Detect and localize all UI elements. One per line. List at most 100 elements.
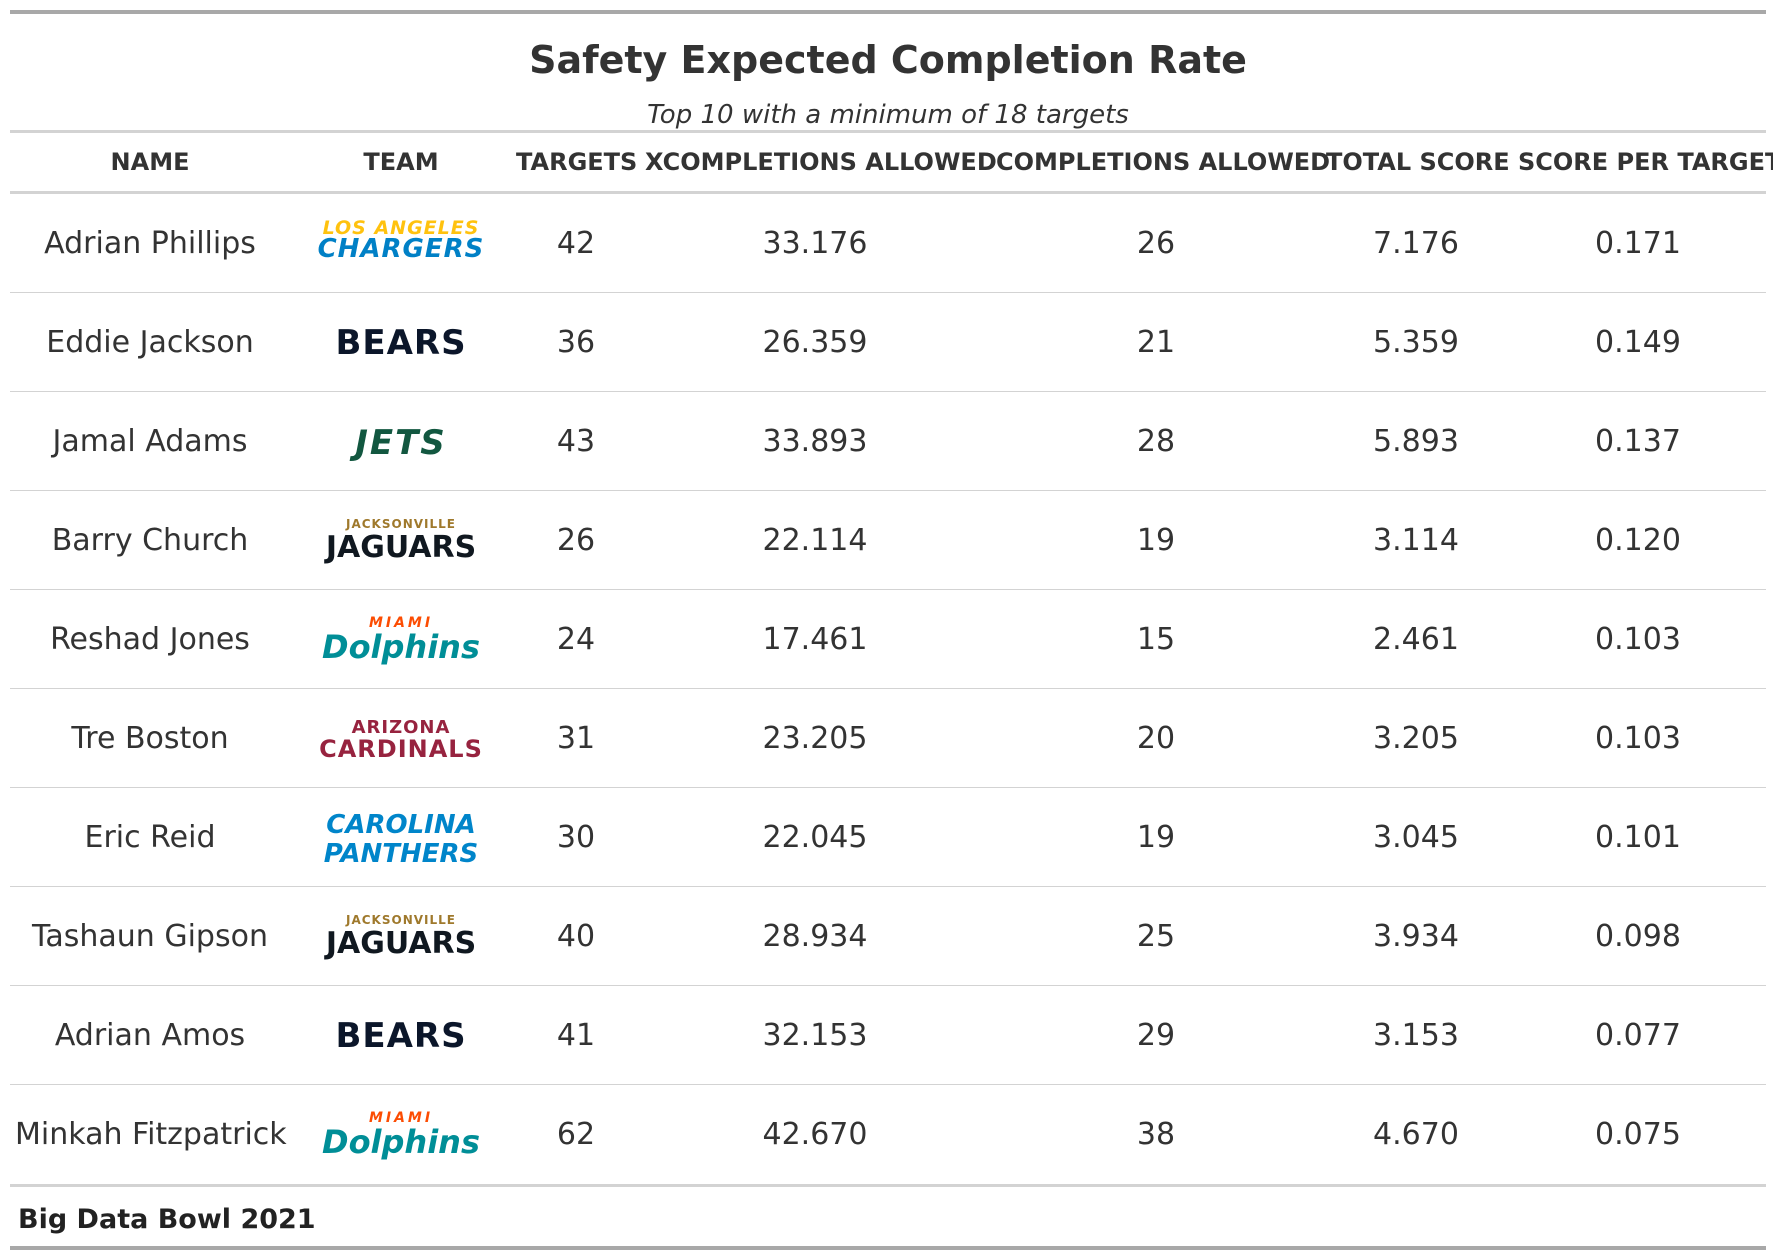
targets-cell: 26 — [556, 523, 596, 558]
total-cell: 3.045 — [1373, 820, 1459, 855]
row-divider — [10, 886, 1766, 887]
xcompletions-cell: 33.176 — [762, 226, 868, 261]
row-divider — [10, 589, 1766, 590]
table-row: Adrian Amos BEARS 41 32.153 29 3.153 0.077 — [10, 986, 1766, 1085]
svg-text:PANTHERS: PANTHERS — [324, 839, 479, 869]
table-row: Jamal Adams JETS 43 33.893 28 5.893 0.137 — [10, 392, 1766, 491]
total-cell: 3.153 — [1373, 1018, 1459, 1053]
row-divider — [10, 292, 1766, 293]
targets-cell: 30 — [556, 820, 596, 855]
col-team-header: TEAM — [363, 148, 439, 176]
source-note: Big Data Bowl 2021 — [18, 1204, 316, 1235]
col-score-per-target-header: SCORE PER TARGET — [1518, 148, 1773, 176]
svg-text:JACKSONVILLE: JACKSONVILLE — [345, 913, 456, 927]
table-row: Tashaun Gipson JACKSONVILLE JAGUARS 40 28.93… — [10, 887, 1766, 986]
total-cell: 3.934 — [1373, 919, 1459, 954]
svg-text:CAROLINA: CAROLINA — [326, 810, 475, 840]
svg-text:Dolphins: Dolphins — [322, 628, 480, 666]
team-logo-cell: MIAMI Dolphins — [301, 590, 501, 689]
per-target-cell: 0.077 — [1595, 1018, 1681, 1053]
per-target-cell: 0.098 — [1595, 919, 1681, 954]
completions-cell: 15 — [1136, 622, 1176, 657]
chart-subtitle: Top 10 with a minimum of 18 targets — [647, 100, 1129, 130]
per-target-cell: 0.075 — [1595, 1117, 1681, 1152]
xcompletions-cell: 32.153 — [762, 1018, 868, 1053]
table-row: Eric Reid CAROLINA PANTHERS 30 22.045 19 3.045… — [10, 788, 1766, 887]
completions-cell: 26 — [1136, 226, 1176, 261]
table-frame: Safety Expected Completion Rate Top 10 w… — [10, 10, 1773, 1250]
xcompletions-cell: 17.461 — [762, 622, 868, 657]
team-logo-cell: BEARS — [301, 293, 501, 392]
total-cell: 4.670 — [1373, 1117, 1459, 1152]
total-cell: 7.176 — [1373, 226, 1459, 261]
table-row: Minkah Fitzpatrick MIAMI Dolphins 62 42.670 3… — [10, 1085, 1766, 1184]
xcompletions-cell: 42.670 — [762, 1117, 868, 1152]
row-divider — [10, 985, 1766, 986]
team-logo-cell: BEARS — [301, 986, 501, 1085]
xcompletions-cell: 26.359 — [762, 325, 868, 360]
total-cell: 3.114 — [1373, 523, 1459, 558]
row-divider — [10, 688, 1766, 689]
name-cell: Eric Reid — [84, 820, 216, 855]
col-xcompletions-header: XCOMPLETIONS ALLOWED — [645, 148, 997, 176]
top-rule — [10, 10, 1766, 14]
name-cell: Eddie Jackson — [46, 325, 254, 360]
svg-text:ARIZONA: ARIZONA — [352, 717, 451, 738]
name-cell: Barry Church — [51, 523, 249, 558]
table-row: Adrian Phillips LOS ANGELES CHARGERS 42 33.1… — [10, 194, 1766, 293]
svg-text:MIAMI: MIAMI — [369, 615, 433, 631]
total-cell: 3.205 — [1373, 721, 1459, 756]
targets-cell: 41 — [556, 1018, 596, 1053]
name-cell: Tre Boston — [71, 721, 229, 756]
svg-text:BEARS: BEARS — [335, 1016, 466, 1056]
per-target-cell: 0.120 — [1595, 523, 1681, 558]
name-cell: Adrian Amos — [54, 1018, 246, 1053]
team-logo-cell: JACKSONVILLE JAGUARS — [301, 887, 501, 986]
svg-text:BEARS: BEARS — [335, 323, 466, 363]
table-row: Reshad Jones MIAMI Dolphins 24 17.461 15 2.461… — [10, 590, 1766, 689]
col-name-header: NAME — [110, 148, 190, 176]
col-completions-header: COMPLETIONS ALLOWED — [996, 148, 1331, 176]
team-logo-cell: JETS — [301, 392, 501, 491]
xcompletions-cell: 28.934 — [762, 919, 868, 954]
col-total-score-header: TOTAL SCORE — [1326, 148, 1510, 176]
chart-title: Safety Expected Completion Rate — [529, 38, 1247, 82]
targets-cell: 36 — [556, 325, 596, 360]
team-logo-cell: LOS ANGELES CHARGERS — [301, 194, 501, 293]
team-logo-cell: MIAMI Dolphins — [301, 1085, 501, 1184]
bears-logo-icon: BEARS — [335, 1016, 466, 1056]
footer-rule — [10, 1184, 1766, 1187]
team-logo-cell: CAROLINA PANTHERS — [301, 788, 501, 887]
row-divider — [10, 787, 1766, 788]
completions-cell: 19 — [1136, 523, 1176, 558]
table-row: Tre Boston ARIZONA CARDINALS 31 23.205 20 3.20… — [10, 689, 1766, 788]
bears-logo-icon: BEARS — [335, 323, 466, 363]
xcompletions-cell: 22.045 — [762, 820, 868, 855]
completions-cell: 38 — [1136, 1117, 1176, 1152]
name-cell: Adrian Phillips — [44, 226, 256, 261]
svg-text:JACKSONVILLE: JACKSONVILLE — [345, 517, 456, 531]
name-cell: Reshad Jones — [50, 622, 250, 657]
svg-text:MIAMI: MIAMI — [369, 1110, 433, 1126]
svg-text:JAGUARS: JAGUARS — [324, 926, 476, 961]
per-target-cell: 0.103 — [1595, 622, 1681, 657]
table-row: Barry Church JACKSONVILLE JAGUARS 26 22.114 1… — [10, 491, 1766, 590]
completions-cell: 28 — [1136, 424, 1176, 459]
header-bottom-rule — [10, 191, 1766, 194]
total-cell: 5.893 — [1373, 424, 1459, 459]
per-target-cell: 0.103 — [1595, 721, 1681, 756]
bottom-rule — [10, 1246, 1766, 1250]
xcompletions-cell: 23.205 — [762, 721, 868, 756]
team-logo-cell: JACKSONVILLE JAGUARS — [301, 491, 501, 590]
xcompletions-cell: 22.114 — [762, 523, 868, 558]
targets-cell: 62 — [556, 1117, 596, 1152]
targets-cell: 24 — [556, 622, 596, 657]
targets-cell: 42 — [556, 226, 596, 261]
total-cell: 2.461 — [1373, 622, 1459, 657]
name-cell: Tashaun Gipson — [32, 919, 268, 954]
completions-cell: 29 — [1136, 1018, 1176, 1053]
